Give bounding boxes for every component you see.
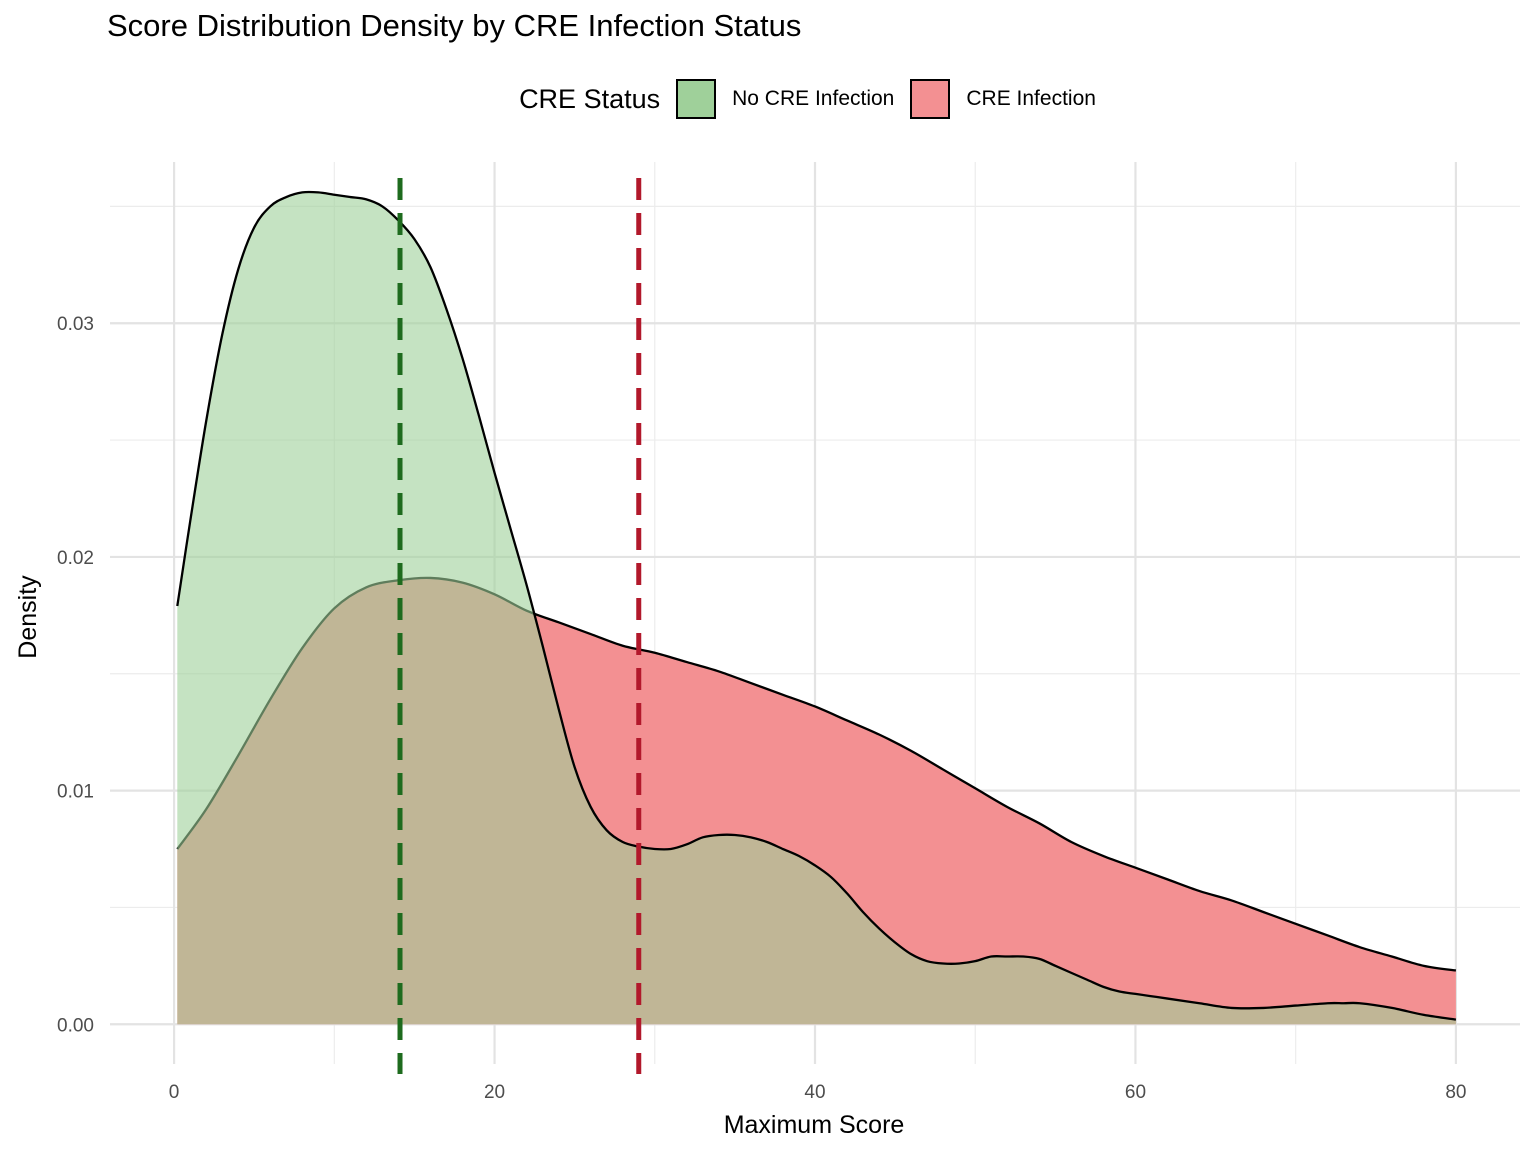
legend-label-cre: CRE Infection — [966, 87, 1096, 110]
y-tick-label: 0.02 — [57, 548, 94, 569]
x-tick-label: 0 — [169, 1082, 180, 1103]
legend-swatch-no-cre — [676, 79, 717, 119]
density-area-no-cre — [177, 191, 1456, 1025]
density-curve-no-cre — [176, 190, 1457, 1021]
y-tick-label: 0.03 — [57, 314, 94, 335]
legend-item-no-cre: No CRE Infection — [676, 79, 894, 119]
x-tick-label: 80 — [1445, 1082, 1466, 1103]
x-tick-label: 40 — [804, 1082, 825, 1103]
legend-label-no-cre: No CRE Infection — [732, 87, 895, 110]
tick-labels: 0 20 40 60 80 0.00 0.01 0.02 0.03 — [57, 314, 1466, 1103]
y-tick-label: 0.01 — [57, 782, 94, 803]
x-tick-label: 20 — [484, 1082, 505, 1103]
y-axis-title: Density — [14, 575, 42, 659]
legend-item-cre: CRE Infection — [910, 79, 1096, 119]
legend-swatch-cre — [910, 79, 951, 119]
density-areas — [176, 190, 1457, 1025]
x-tick-label: 60 — [1125, 1082, 1146, 1103]
x-axis-title: Maximum Score — [724, 1111, 905, 1139]
chart-title: Score Distribution Density by CRE Infect… — [107, 8, 802, 43]
mean-lines — [397, 178, 642, 1074]
legend: CRE Status No CRE Infection CRE Infectio… — [0, 76, 1536, 122]
y-tick-label: 0.00 — [57, 1015, 94, 1036]
legend-title: CRE Status — [519, 83, 661, 114]
